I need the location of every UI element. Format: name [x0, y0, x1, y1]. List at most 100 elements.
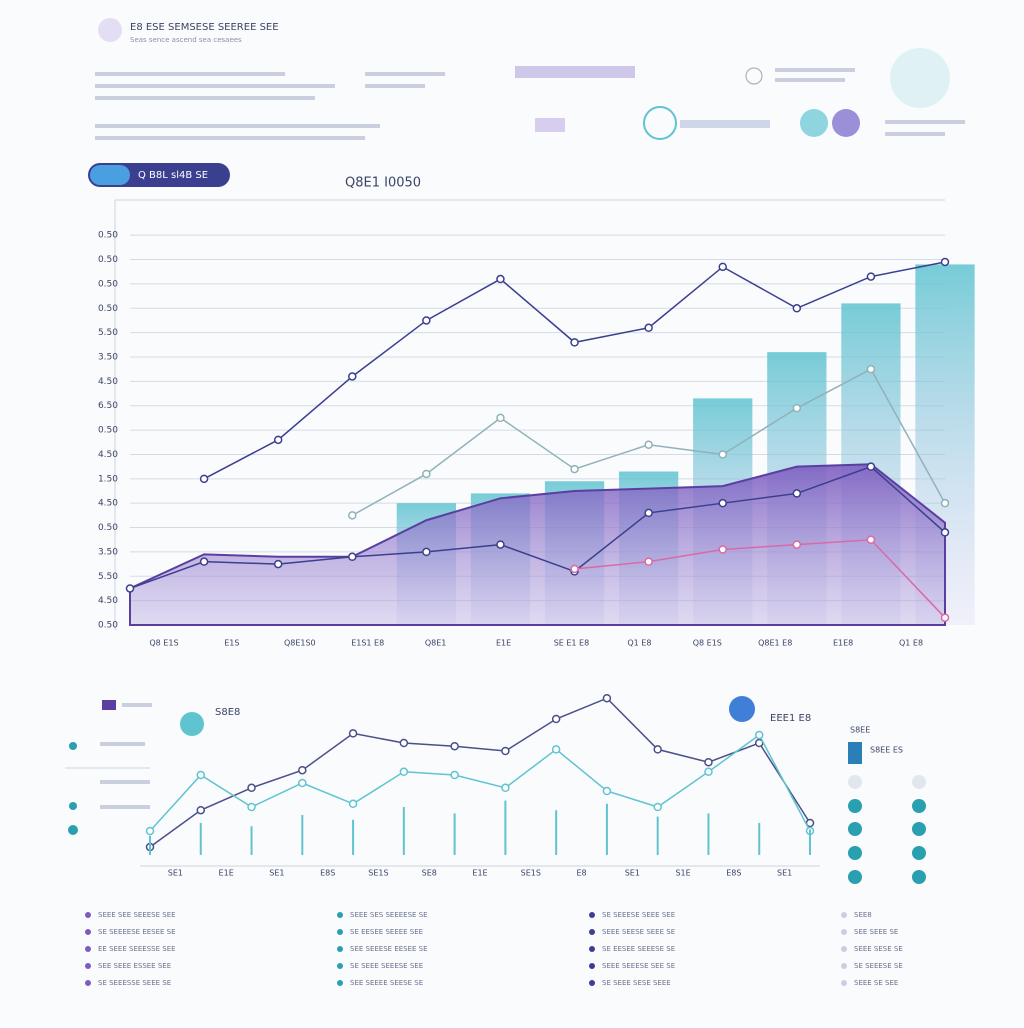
y-tick-label: 0.50 [98, 523, 118, 533]
button-label[interactable]: Q B8L sl4B SE [138, 170, 208, 181]
x-tick-label: E8 [576, 869, 586, 878]
marker [718, 545, 727, 554]
y-tick-label: 0.50 [98, 621, 118, 631]
marker [501, 746, 510, 756]
footer-text: SEEE SES SEEEESE SE [350, 911, 428, 919]
marker [399, 738, 409, 748]
footer-dot [589, 912, 595, 918]
footer-dot [85, 929, 91, 935]
marker [792, 304, 802, 313]
marker [570, 338, 579, 347]
left-panel [65, 696, 755, 835]
marker [718, 450, 727, 459]
footer-text: SEE8 [854, 911, 872, 919]
side-title: S8EE [850, 726, 870, 735]
marker [399, 767, 409, 777]
marker [196, 805, 206, 815]
y-tick-label: 6.50 [98, 401, 118, 411]
side-label: S8EE ES [870, 746, 903, 755]
marker [792, 403, 802, 413]
footer-dot [841, 929, 847, 935]
footer-dot [85, 963, 91, 969]
marker [348, 799, 358, 809]
footer-text: SE SEEEESE EESEE SE [98, 928, 176, 936]
x-tick-label: E1E8 [833, 639, 853, 648]
marker [348, 372, 357, 381]
marker [199, 474, 209, 484]
bar [402, 807, 405, 855]
x-tick-label: Q1 E8 [899, 639, 923, 648]
y-tick-label: 3.50 [98, 353, 118, 363]
x-tick-label: SE1 [269, 869, 284, 878]
footer-dot [85, 912, 91, 918]
marker [866, 535, 876, 544]
marker [348, 552, 357, 562]
chart-title: Q8E1 I0050 [345, 176, 421, 191]
marker [273, 559, 283, 569]
x-tick-label: Q8E1S0 [284, 639, 316, 648]
y-tick-label: 5.50 [98, 572, 118, 582]
footer-dot [337, 963, 343, 969]
header-decor [95, 48, 965, 140]
marker [501, 783, 510, 793]
marker [125, 584, 135, 593]
marker [792, 489, 802, 498]
marker [644, 440, 653, 449]
bar [656, 816, 659, 855]
header-title: E8 ESE SEMSESE SEEREE SEE [130, 22, 279, 33]
marker [940, 528, 950, 537]
marker [644, 323, 653, 333]
footer-text: SE SEEESE SE [854, 962, 903, 970]
x-tick-label: Q8E1 [425, 639, 447, 648]
marker [704, 767, 713, 777]
marker [570, 464, 579, 474]
footer-text: SEEE SEEESE SEE SE [602, 962, 675, 970]
y-tick-label: 0.50 [98, 426, 118, 436]
marker [866, 462, 876, 471]
y-tick-label: 3.50 [98, 547, 118, 557]
bar [707, 813, 710, 855]
side-label: EEE1 E8 [770, 713, 811, 724]
footer-text: SE SEEESSE SEEE SE [98, 979, 171, 987]
footer-text: SE SEEESE SEEE SEE [602, 911, 675, 919]
header-subtitle: Seas sence ascend sea cesaees [130, 36, 242, 44]
bar [605, 803, 608, 855]
marker [754, 730, 764, 740]
x-tick-label: SE1 [625, 869, 640, 878]
bar [149, 835, 151, 855]
footer-dot [841, 963, 847, 969]
footer-text: SEE SEEE ESSEE SEE [98, 962, 171, 970]
footer-text: SEEE SEESE SEEE SE [602, 928, 675, 936]
footer-text: SE SEEE SEEESE SEE [350, 962, 423, 970]
marker [940, 613, 950, 622]
marker [718, 498, 727, 508]
line [574, 538, 946, 619]
marker [450, 741, 459, 751]
y-tick-label: 1.50 [98, 474, 118, 484]
footer-text: SEE SEEEE SEESE SE [350, 979, 423, 987]
x-tick-label: Q1 E8 [627, 639, 651, 648]
y-tick-label: 0.50 [98, 231, 118, 241]
marker [551, 714, 561, 724]
x-tick-label: E1E [472, 869, 487, 878]
x-tick-label: E1E [496, 639, 511, 648]
footer-dot [337, 946, 343, 952]
marker [348, 729, 358, 738]
footer-dot [337, 980, 343, 986]
marker [644, 508, 653, 518]
marker [247, 783, 256, 793]
x-tick-label: SE1 [777, 869, 792, 878]
footer-dot [589, 963, 595, 969]
footer-text: EE SEEE SEEESSE SEE [98, 945, 176, 953]
footer-text: SEE SEEESE EESEE SE [350, 945, 428, 953]
marker [496, 413, 505, 423]
bar [504, 800, 507, 855]
marker [199, 557, 209, 566]
marker [496, 540, 505, 549]
marker [718, 262, 727, 272]
marker [866, 272, 876, 281]
footer-text: SE SEEE SESE SEEE [602, 979, 671, 987]
x-tick-label: SE1S [521, 869, 541, 878]
